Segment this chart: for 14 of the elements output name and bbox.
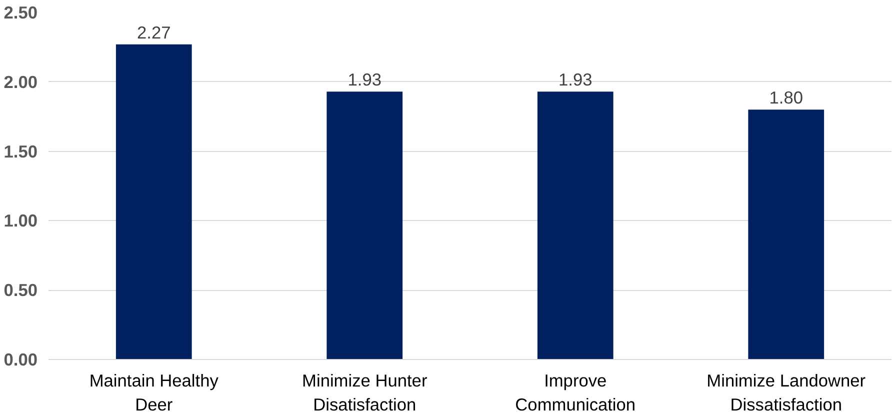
- y-tick-label: 1.00: [4, 210, 38, 231]
- x-tick-label: Improve Communication: [515, 370, 636, 414]
- data-label: 1.80: [769, 88, 803, 108]
- data-label: 1.93: [558, 70, 592, 90]
- y-tick-label: 0.50: [4, 280, 38, 300]
- y-tick-label: 2.00: [4, 72, 38, 92]
- y-tick-label: 2.50: [4, 2, 38, 22]
- data-label: 2.27: [137, 22, 171, 42]
- data-label: 1.93: [348, 70, 382, 90]
- x-tick-label: Minimize Hunter Disatisfaction: [302, 370, 428, 414]
- y-tick-label: 0.00: [4, 350, 38, 370]
- y-tick-label: 1.50: [4, 141, 38, 162]
- x-tick-label: Minimize Landowner Dissatisfaction: [706, 370, 866, 414]
- x-tick-label: Maintain Healthy Deer: [89, 370, 219, 414]
